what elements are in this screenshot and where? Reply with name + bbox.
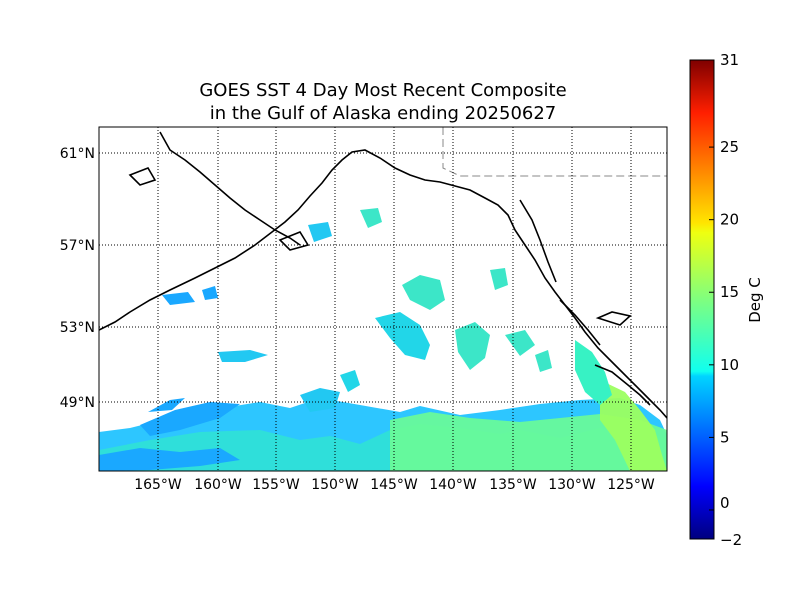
sst-patch [148, 398, 185, 412]
lon-label: 125°W [607, 477, 655, 493]
sst-patch [455, 322, 490, 370]
sst-patch [535, 350, 552, 372]
sst-patch [218, 350, 268, 362]
sst-patch [202, 286, 218, 300]
sst-patch [300, 388, 340, 412]
sst-patch [375, 312, 430, 360]
sst-patch [402, 275, 445, 310]
colorbar-tick-label: 20 [720, 211, 739, 229]
colorbar-label: Deg C [746, 277, 764, 323]
map-title-line-2: in the Gulf of Alaska ending 20250627 [209, 103, 557, 124]
sst-patch [99, 448, 240, 471]
colorbar-tick-label: 5 [720, 428, 730, 446]
colorbar-tick-label: 25 [720, 138, 739, 156]
sst-patch [575, 340, 612, 405]
sst-patch [308, 222, 332, 242]
border-line [442, 127, 667, 177]
lon-label: 165°W [134, 477, 182, 493]
lat-labels: 61°N 57°N 53°N 49°N [60, 146, 95, 411]
colorbar-tick-label: 15 [720, 283, 739, 301]
map-frame [98, 126, 668, 472]
lon-label: 135°W [489, 477, 537, 493]
colorbar-tick-label: −2 [720, 531, 742, 549]
lon-labels: 165°W 160°W 155°W 150°W 145°W 140°W 135°W 130°W… [134, 477, 655, 493]
colorbar [689, 59, 715, 540]
sst-patch [390, 412, 667, 471]
sst-layer [99, 208, 667, 471]
colorbar-ticks: 31 25 20 15 10 5 0 −2 [709, 51, 742, 549]
lon-label: 130°W [548, 477, 596, 493]
lon-label: 145°W [370, 477, 418, 493]
lat-label: 61°N [60, 146, 95, 162]
map-title-line-1: GOES SST 4 Day Most Recent Composite [199, 80, 567, 101]
colorbar-tick-label: 10 [720, 356, 739, 374]
sst-patch [162, 292, 195, 305]
sst-patch [360, 208, 382, 228]
coastline [99, 131, 667, 419]
colorbar-tick-label: 31 [720, 51, 739, 69]
sst-patch [600, 380, 667, 471]
lon-label: 155°W [252, 477, 300, 493]
lon-label: 150°W [311, 477, 359, 493]
lat-label: 49°N [60, 395, 95, 411]
lat-label: 53°N [60, 320, 95, 336]
sst-patch [340, 370, 360, 392]
sst-patch [505, 330, 535, 356]
lat-label: 57°N [60, 238, 95, 254]
lon-label: 160°W [194, 477, 242, 493]
colorbar-tick-label: 0 [720, 494, 730, 512]
lon-label: 140°W [429, 477, 477, 493]
graticule [99, 127, 667, 471]
sst-patch [490, 268, 508, 290]
sst-patch [140, 402, 240, 436]
